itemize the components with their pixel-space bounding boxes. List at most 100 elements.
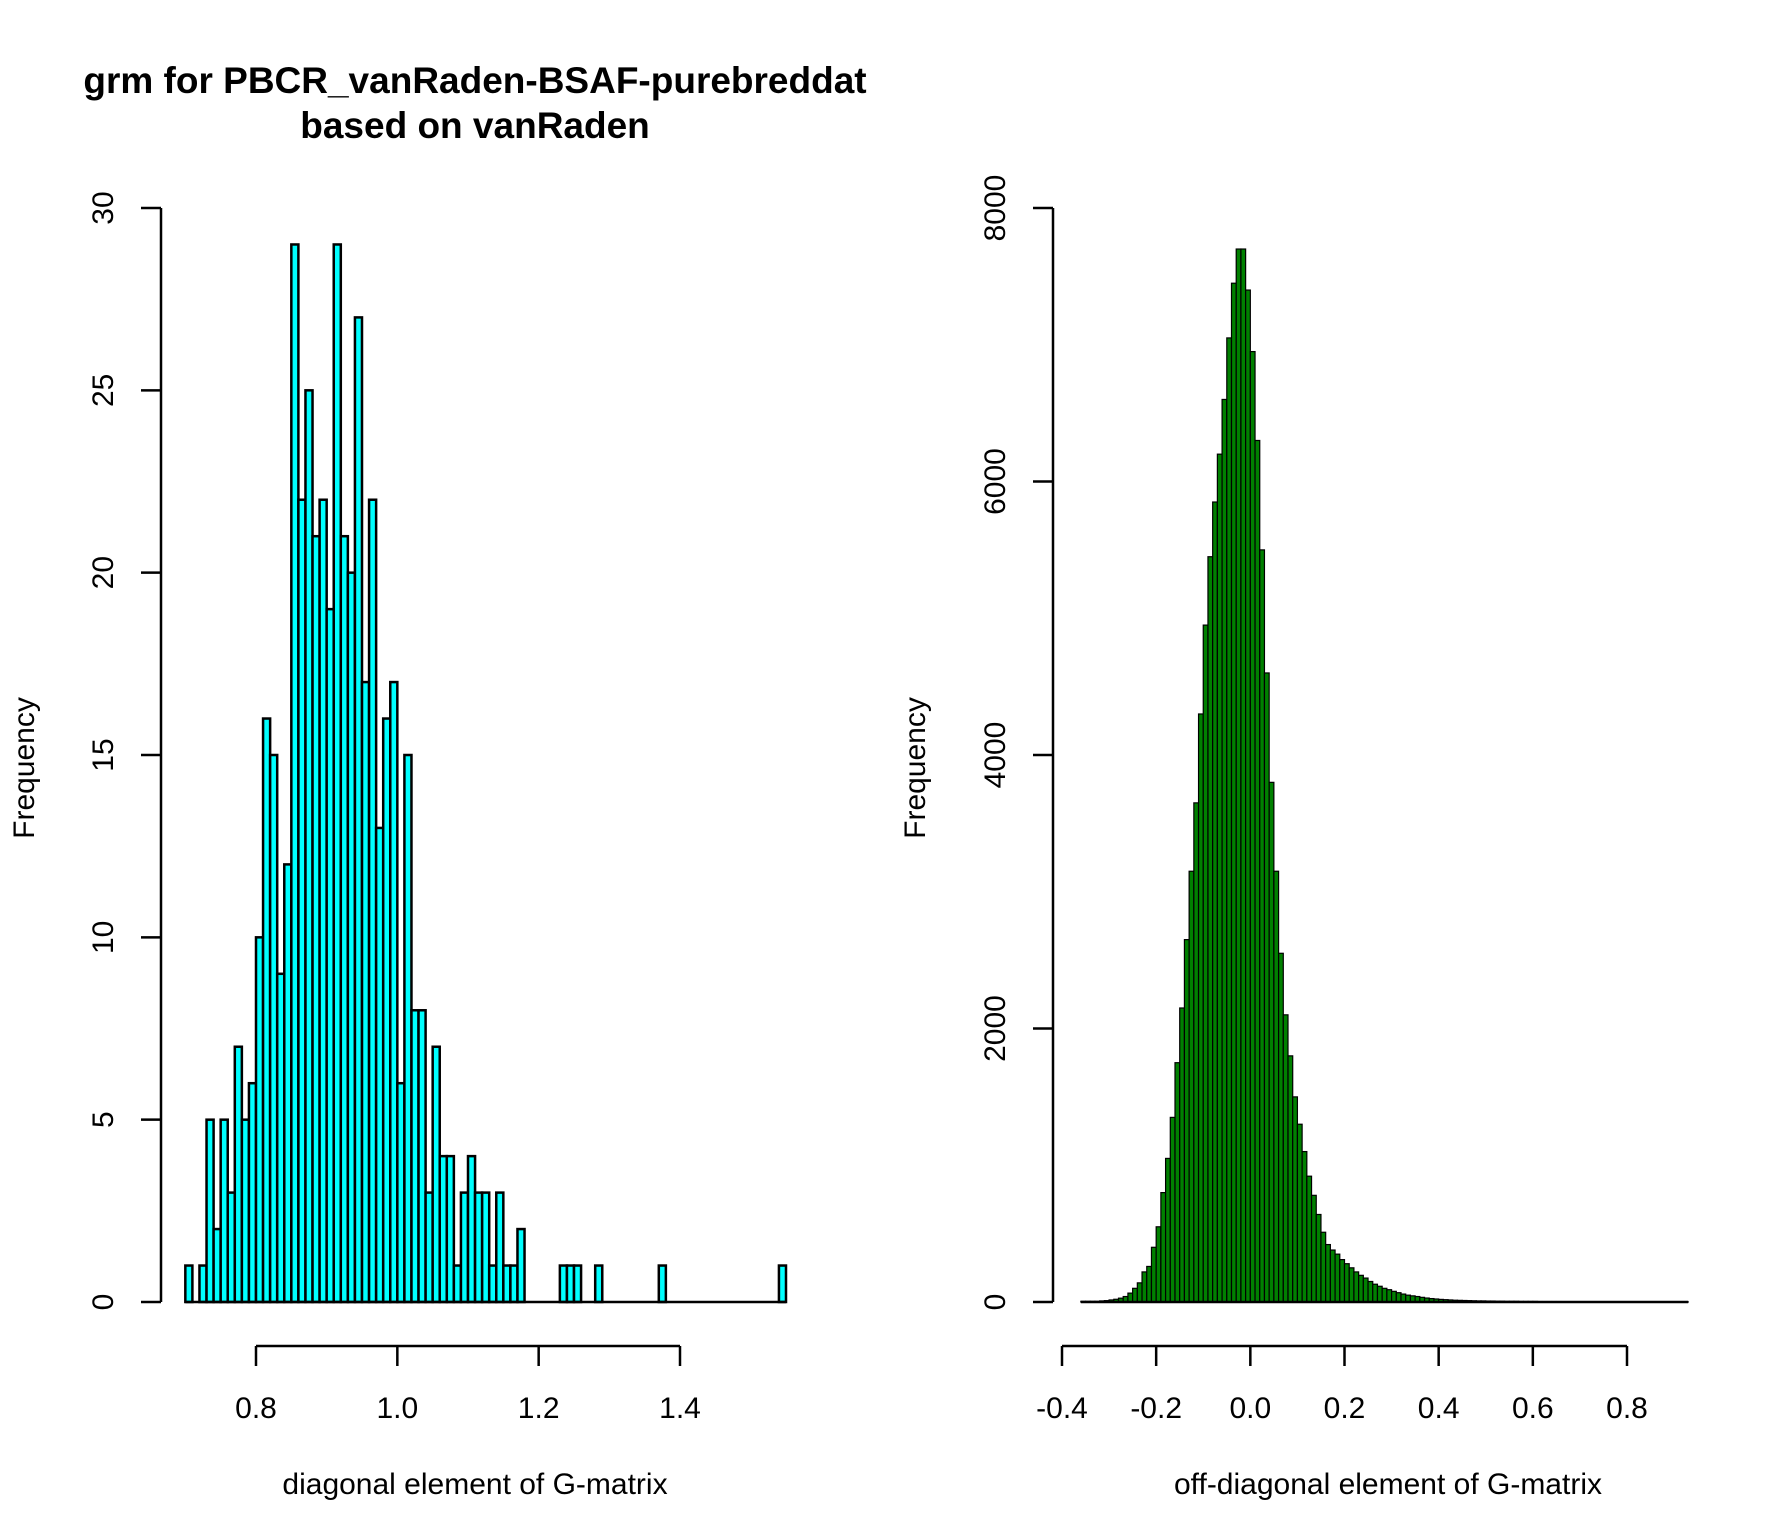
diagonal-x-axis-title: diagonal element of G-matrix (282, 1468, 667, 1501)
off-diagonal-bar (1189, 871, 1194, 1302)
diagonal-y-tick-label: 15 (87, 738, 120, 771)
off-diagonal-bar (1340, 1260, 1345, 1302)
off-diagonal-bar (1293, 1097, 1298, 1302)
off-diagonal-bar (1335, 1254, 1340, 1302)
off-diagonal-bar (1302, 1152, 1307, 1302)
off-diagonal-bar (1194, 803, 1199, 1302)
off-diagonal-bar (1151, 1247, 1156, 1302)
off-diagonal-bar (1213, 502, 1218, 1302)
off-diagonal-y-tick-label: 4000 (979, 722, 1012, 789)
off-diagonal-bar (1264, 673, 1269, 1302)
off-diagonal-bar (1184, 940, 1189, 1302)
off-diagonal-x-tick-label: 0.8 (1606, 1392, 1648, 1425)
off-diagonal-bar (1316, 1214, 1321, 1302)
off-diagonal-bar (1175, 1063, 1180, 1302)
off-diagonal-y-axis-title: Frequency (899, 697, 932, 839)
off-diagonal-bar (1326, 1245, 1331, 1302)
diagonal-y-axis: 0 5 10 15 20 25 30 (87, 191, 161, 1310)
diagonal-y-tick-label: 0 (87, 1294, 120, 1311)
off-diagonal-bar (1288, 1056, 1293, 1302)
off-diagonal-bar (1274, 871, 1279, 1302)
chart-title: grm for PBCR_vanRaden-BSAF-purebreddat (83, 60, 866, 101)
diagonal-x-tick-label: 1.0 (376, 1392, 418, 1425)
off-diagonal-bar (1392, 1291, 1397, 1302)
diagonal-bar (517, 1229, 524, 1302)
chart-subtitle: based on vanRaden (300, 105, 650, 146)
off-diagonal-bar (1377, 1286, 1382, 1302)
off-diagonal-x-tick-label: -0.4 (1036, 1392, 1088, 1425)
off-diagonal-bar (1208, 557, 1213, 1302)
off-diagonal-bar (1133, 1288, 1138, 1302)
off-diagonal-bar (1170, 1117, 1175, 1302)
off-diagonal-bar (1203, 625, 1208, 1302)
off-diagonal-bar (1312, 1195, 1317, 1302)
off-diagonal-bar (1142, 1272, 1147, 1302)
off-diagonal-bar (1250, 352, 1255, 1302)
diagonal-y-tick-label: 20 (87, 556, 120, 589)
off-diagonal-bar (1236, 249, 1241, 1302)
off-diagonal-bar (1161, 1193, 1166, 1302)
diagonal-bar (779, 1266, 786, 1302)
off-diagonal-bar (1227, 338, 1232, 1302)
off-diagonal-x-tick-label: 0.6 (1512, 1392, 1554, 1425)
diagonal-y-tick-label: 10 (87, 921, 120, 954)
off-diagonal-bar (1321, 1232, 1326, 1302)
off-diagonal-bar (1147, 1266, 1152, 1302)
diagonal-x-tick-label: 1.2 (518, 1392, 560, 1425)
diagonal-bar (574, 1266, 581, 1302)
off-diagonal-bar (1363, 1278, 1368, 1302)
off-diagonal-bar (1241, 249, 1246, 1302)
off-diagonal-bar (1382, 1288, 1387, 1302)
off-diagonal-y-tick-label: 6000 (979, 448, 1012, 515)
off-diagonal-bar (1260, 550, 1265, 1302)
off-diagonal-y-tick-label: 2000 (979, 995, 1012, 1062)
diagonal-bar (595, 1266, 602, 1302)
off-diagonal-y-tick-label: 8000 (979, 175, 1012, 242)
off-diagonal-bar (1217, 454, 1222, 1302)
diagonal-x-tick-label: 1.4 (659, 1392, 701, 1425)
diagonal-bar (185, 1266, 192, 1302)
off-diagonal-x-axis-title: off-diagonal element of G-matrix (1174, 1468, 1602, 1501)
off-diagonal-bar (1396, 1293, 1401, 1302)
off-diagonal-y-tick-label: 0 (979, 1294, 1012, 1311)
diagonal-bars (185, 244, 786, 1302)
off-diagonal-bar (1246, 290, 1251, 1302)
diagonal-x-tick-label: 0.8 (235, 1392, 277, 1425)
diagonal-bar (659, 1266, 666, 1302)
off-diagonal-bar (1345, 1264, 1350, 1302)
off-diagonal-bar (1307, 1176, 1312, 1302)
diagonal-x-axis: 0.8 1.0 1.2 1.4 (235, 1346, 701, 1425)
diagonal-y-tick-label: 25 (87, 374, 120, 407)
off-diagonal-x-tick-label: 0.2 (1324, 1392, 1366, 1425)
off-diagonal-bar (1199, 714, 1204, 1302)
off-diagonal-bar (1368, 1281, 1373, 1302)
off-diagonal-bar (1283, 1015, 1288, 1302)
diagonal-y-axis-title: Frequency (8, 697, 41, 839)
off-diagonal-bar (1180, 1008, 1185, 1302)
off-diagonal-bar (1269, 782, 1274, 1302)
off-diagonal-x-tick-label: 0.0 (1229, 1392, 1271, 1425)
diagonal-y-tick-label: 5 (87, 1111, 120, 1128)
diagonal-histogram-panel: grm for PBCR_vanRaden-BSAF-purebreddat b… (8, 60, 867, 1501)
off-diagonal-bar (1330, 1250, 1335, 1302)
off-diagonal-bar (1255, 440, 1260, 1302)
off-diagonal-bar (1128, 1293, 1133, 1302)
off-diagonal-bar (1137, 1283, 1142, 1302)
off-diagonal-bars (1081, 249, 1688, 1302)
off-diagonal-x-tick-label: -0.2 (1130, 1392, 1182, 1425)
off-diagonal-bar (1387, 1290, 1392, 1302)
off-diagonal-bar (1279, 953, 1284, 1302)
off-diagonal-bar (1166, 1158, 1171, 1302)
off-diagonal-bar (1354, 1272, 1359, 1302)
off-diagonal-bar (1359, 1275, 1364, 1302)
off-diagonal-bar (1232, 283, 1237, 1302)
diagonal-y-tick-label: 30 (87, 191, 120, 224)
off-diagonal-bar (1297, 1124, 1302, 1302)
off-diagonal-bar (1156, 1227, 1161, 1302)
off-diagonal-y-axis: 0 2000 4000 6000 8000 (979, 175, 1053, 1311)
off-diagonal-bar (1222, 399, 1227, 1302)
